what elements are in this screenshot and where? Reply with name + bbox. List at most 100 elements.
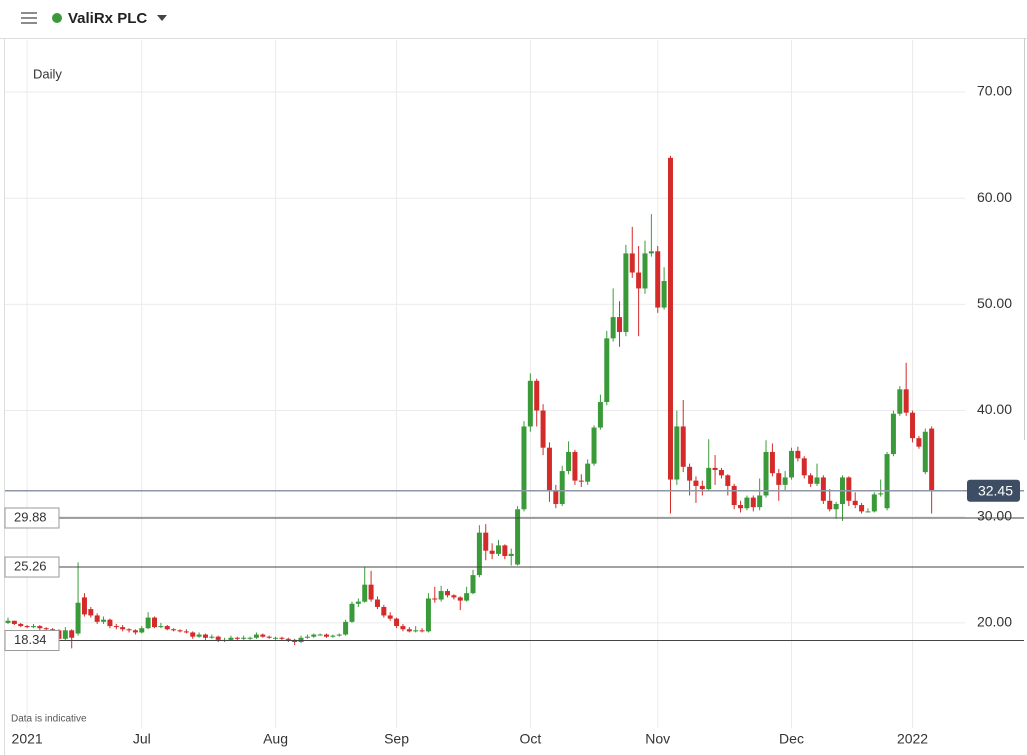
candle-body <box>298 637 304 642</box>
candle-body <box>285 638 291 640</box>
candle-body <box>897 389 903 414</box>
candle-body <box>317 634 323 636</box>
disclaimer: Data is indicative <box>11 714 87 725</box>
candle-body <box>871 494 877 512</box>
candle-body <box>655 251 661 308</box>
candle-body <box>374 599 380 607</box>
candle-body <box>534 380 540 411</box>
candle-body <box>578 480 584 482</box>
y-tick-label: 30.00 <box>977 507 1012 523</box>
candle-body <box>706 467 712 490</box>
candle-body <box>852 500 858 506</box>
candle-body <box>145 617 151 629</box>
candle-body <box>470 575 476 594</box>
candle-body <box>445 591 451 596</box>
dropdown-caret[interactable] <box>157 15 167 21</box>
candle-body <box>139 628 145 633</box>
candle-body <box>597 402 603 428</box>
candle-body <box>757 495 763 508</box>
candle-body <box>699 485 705 490</box>
candle-body <box>209 636 215 638</box>
candle-body <box>642 253 648 289</box>
candle-body <box>495 545 501 554</box>
last-price-label: 32.45 <box>978 482 1013 498</box>
candle-body <box>132 630 138 633</box>
y-tick-label: 20.00 <box>977 614 1012 630</box>
candle-body <box>629 253 635 273</box>
candle-body <box>808 475 814 484</box>
candle-body <box>183 631 189 633</box>
candle-body <box>789 450 795 478</box>
candle-body <box>846 477 852 501</box>
candle-body <box>540 410 546 448</box>
overlay: 20.00 30.00 40.00 50.00 60.00 70.00 2021 Jul Aug… <box>4 83 1024 747</box>
candle-body <box>776 473 782 485</box>
x-tick-label: Oct <box>519 731 541 747</box>
candle-body <box>801 458 807 476</box>
price-label-box <box>4 630 60 652</box>
candle-body <box>731 485 737 506</box>
candle-body <box>451 595 457 598</box>
candle-body <box>916 438 922 447</box>
candle-body <box>566 451 572 472</box>
candle-body <box>215 636 221 640</box>
candle-body <box>62 630 68 639</box>
candle-body <box>406 629 412 632</box>
candle-body <box>820 477 826 501</box>
candle-body <box>196 634 202 637</box>
candle-body <box>324 634 329 637</box>
candles <box>5 155 935 649</box>
candle-body <box>591 427 597 464</box>
candle-body <box>190 632 196 637</box>
candle-body <box>712 467 718 470</box>
candle-body <box>75 602 81 634</box>
candle-body <box>438 591 444 600</box>
candle-body <box>763 451 769 496</box>
candle-body <box>648 251 654 254</box>
candle-body <box>253 634 259 638</box>
candle-body <box>330 635 336 637</box>
candle-body <box>833 503 839 510</box>
y-tick-label: 50.00 <box>977 295 1012 311</box>
candle-body <box>636 272 642 289</box>
candle-body <box>158 626 164 628</box>
candle-body <box>50 629 56 631</box>
price-label: 18.34 <box>14 632 47 647</box>
candle-body <box>311 634 317 637</box>
candle-body <box>30 626 36 628</box>
candle-body <box>769 451 775 474</box>
candle-body <box>164 626 170 630</box>
candle-body <box>718 470 724 476</box>
instrument-title[interactable]: ValiRx PLC <box>68 10 147 27</box>
candle-body <box>43 628 49 630</box>
status-dot <box>52 13 62 23</box>
candle-body <box>585 463 591 482</box>
menu-icon[interactable] <box>21 12 37 24</box>
candle-body <box>515 509 521 565</box>
candle-body <box>152 617 158 628</box>
candle-body <box>527 380 533 427</box>
candle-body <box>387 615 393 619</box>
x-tick-label: 2021 <box>12 731 43 747</box>
candle-body <box>464 593 470 601</box>
candle-body <box>24 626 30 628</box>
candle-body <box>559 471 565 504</box>
candle-body <box>483 532 489 551</box>
x-tick-label: Sep <box>384 731 409 747</box>
price-label-box <box>4 556 60 578</box>
candle-body <box>750 497 756 508</box>
candle-body <box>457 597 463 601</box>
price-label-box <box>4 507 60 529</box>
candle-body <box>81 597 87 615</box>
header <box>0 0 1027 38</box>
candle-body <box>336 634 342 636</box>
candle-body <box>419 630 425 632</box>
candle-body <box>260 634 266 637</box>
candle-body <box>69 630 75 638</box>
candle-body <box>362 584 368 602</box>
candle-body <box>674 426 680 480</box>
candle-body <box>922 431 928 473</box>
price-label: 25.26 <box>14 558 47 573</box>
last-price-box <box>967 479 1020 502</box>
